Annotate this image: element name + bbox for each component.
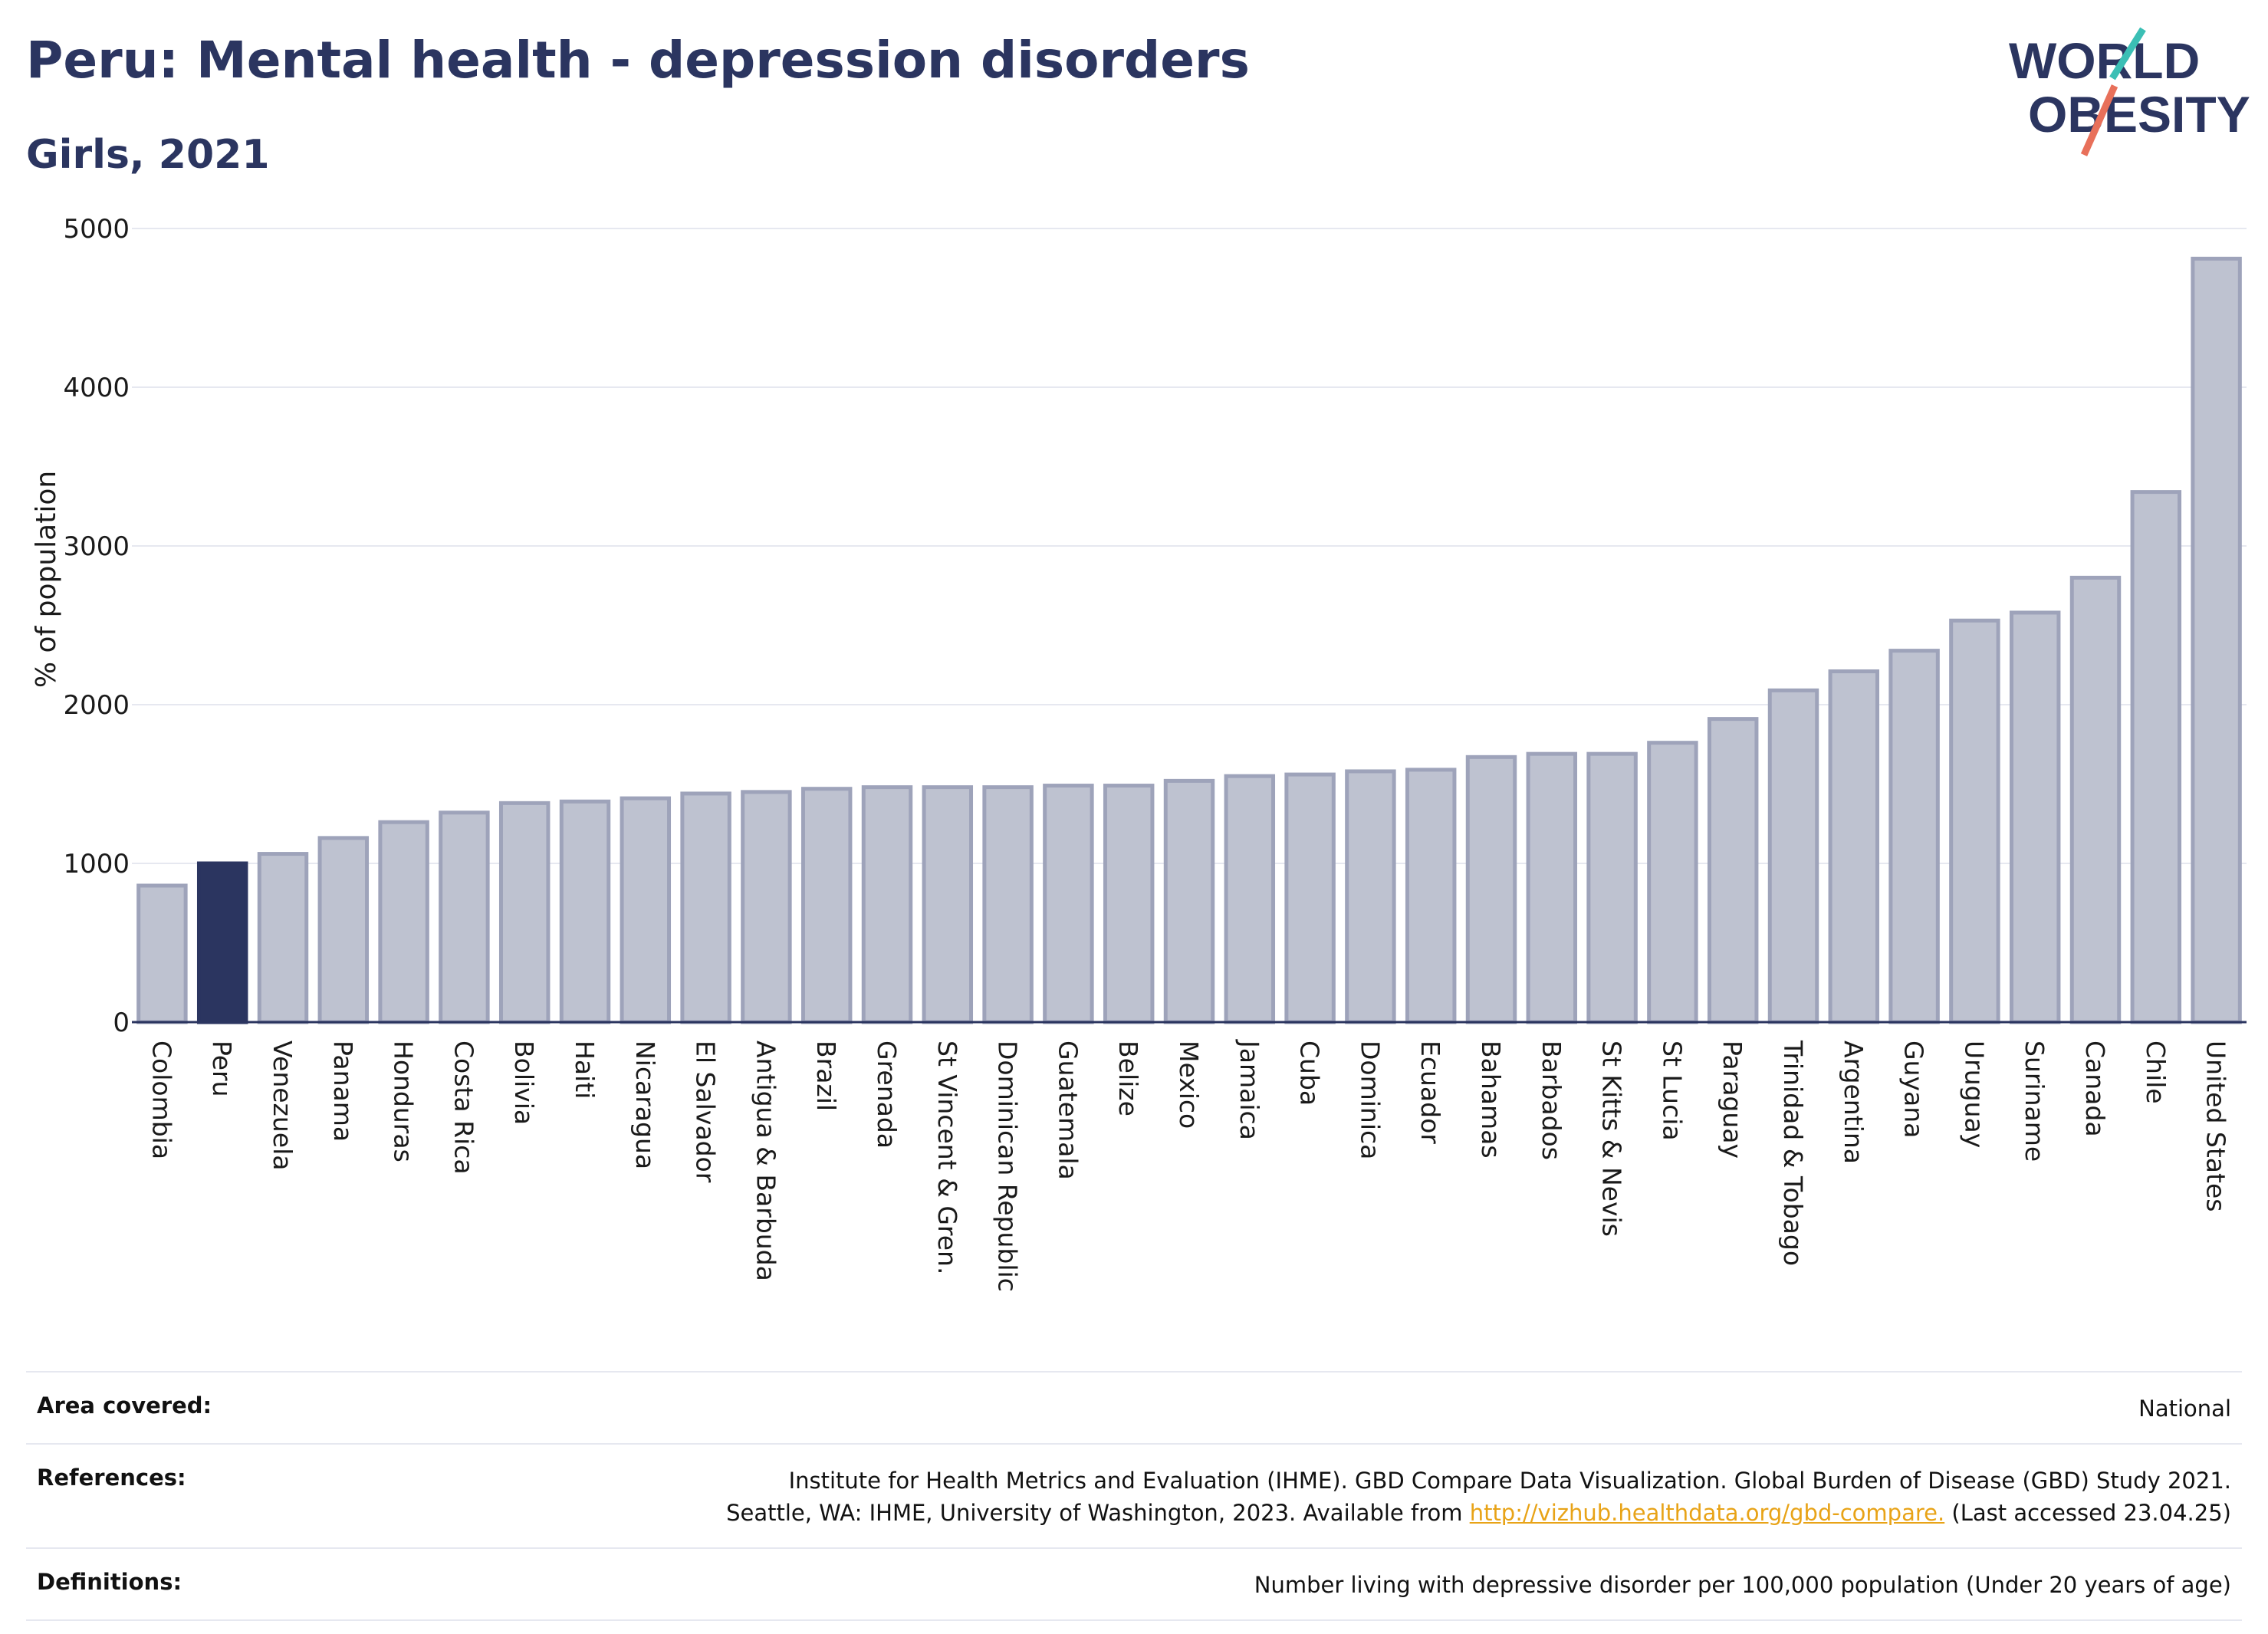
logo-slash-teal: [2109, 27, 2146, 81]
bar-canada: [2069, 575, 2122, 1024]
x-tick-label: United States: [2201, 1041, 2231, 1212]
x-tick-label: Bolivia: [509, 1041, 539, 1125]
bar-costa-rica: [439, 810, 490, 1024]
bar-chart: 0 1000 2000 3000 4000 5000 % of population Colo…: [31, 214, 2247, 1292]
bar-honduras: [378, 820, 429, 1024]
x-tick-label: St Lucia: [1657, 1041, 1687, 1141]
x-tick-label: Chile: [2141, 1041, 2171, 1104]
references-label: References:: [37, 1465, 186, 1491]
x-tick-label: Trinidad & Tobago: [1778, 1040, 1808, 1266]
bar-mexico: [1163, 778, 1215, 1024]
x-tick-label: Brazil: [811, 1041, 841, 1111]
x-tick-label: Suriname: [2020, 1041, 2049, 1162]
x-tick-label: Argentina: [1839, 1041, 1869, 1164]
y-tick-label: 4000: [63, 373, 130, 403]
bar-colombia: [136, 883, 188, 1024]
x-tick-label: Uruguay: [1959, 1041, 1989, 1148]
bar-uruguay: [1949, 618, 2000, 1024]
definitions-value: Number living with depressive disorder p…: [1254, 1572, 2231, 1599]
x-tick-label: St Kitts & Nevis: [1597, 1041, 1627, 1237]
x-tick-label: Ecuador: [1415, 1041, 1445, 1144]
bar-guatemala: [1043, 784, 1094, 1024]
bar-suriname: [2009, 610, 2061, 1024]
bar-peru: [196, 861, 248, 1024]
bar-cuba: [1284, 772, 1336, 1024]
definitions-label: Definitions:: [37, 1569, 182, 1596]
chart-title: Peru: Mental health - depression disorde…: [26, 31, 1250, 90]
x-tick-label: Guyana: [1899, 1041, 1929, 1138]
area-label: Area covered:: [37, 1392, 212, 1419]
x-tick-label: Guatemala: [1053, 1041, 1083, 1180]
x-tick-label: Bahamas: [1476, 1041, 1506, 1159]
references-value: Institute for Health Metrics and Evaluat…: [726, 1465, 2231, 1529]
bar-trinidad-tobago: [1767, 688, 1819, 1024]
bar-antigua-barbuda: [741, 790, 792, 1024]
x-tick-label: Colombia: [146, 1041, 176, 1159]
bar-nicaragua: [620, 796, 672, 1024]
x-tick-label: Peru: [207, 1041, 237, 1097]
y-tick-label: 3000: [63, 531, 130, 562]
bar-venezuela: [257, 852, 309, 1024]
references-line-2-start: Seattle, WA: IHME, University of Washing…: [726, 1500, 1470, 1527]
bar-dominican-republic: [982, 785, 1034, 1024]
x-tick-label: Panama: [328, 1041, 358, 1142]
logo-slash-coral: [2080, 84, 2118, 156]
x-tick-label: Mexico: [1174, 1041, 1204, 1129]
footer-references-row: References: Institute for Health Metrics…: [26, 1443, 2242, 1547]
references-line-2-end: (Last accessed 23.04.25): [1944, 1500, 2231, 1527]
footer-area-row: Area covered: National: [26, 1371, 2242, 1443]
bar-brazil: [800, 787, 853, 1024]
logo-line-1: WORLD: [2009, 32, 2200, 89]
x-tick-label: Jamaica: [1234, 1039, 1264, 1140]
area-value: National: [2138, 1396, 2231, 1422]
x-tick-label: Haiti: [570, 1041, 600, 1099]
bar-bahamas: [1465, 755, 1517, 1024]
x-tick-label: St Vincent & Gren.: [932, 1041, 962, 1274]
bar-el-salvador: [680, 791, 731, 1024]
bar-grenada: [861, 785, 913, 1024]
bar-st-vincent-gren-: [922, 785, 974, 1024]
y-tick-label: 0: [113, 1008, 130, 1038]
y-tick-label: 5000: [63, 214, 130, 245]
x-tick-label: Barbados: [1537, 1041, 1566, 1160]
references-line-1: Institute for Health Metrics and Evaluat…: [788, 1468, 2231, 1494]
footer-definitions-row: Definitions: Number living with depressi…: [26, 1547, 2242, 1622]
x-tick-label: Canada: [2080, 1041, 2110, 1137]
x-tick-label: Nicaragua: [630, 1041, 660, 1169]
bar-dominica: [1345, 769, 1396, 1024]
bar-haiti: [559, 799, 611, 1024]
x-tick-label: Grenada: [872, 1041, 902, 1149]
bar-bolivia: [498, 801, 551, 1024]
references-link[interactable]: http://vizhub.healthdata.org/gbd-compare…: [1469, 1500, 1945, 1527]
bar-st-lucia: [1647, 741, 1698, 1024]
x-tick-label: Paraguay: [1717, 1041, 1747, 1159]
x-tick-label: Honduras: [389, 1041, 419, 1162]
x-tick-label: El Salvador: [691, 1041, 721, 1183]
y-tick-label: 2000: [63, 690, 130, 721]
x-tick-label: Venezuela: [268, 1041, 297, 1170]
x-tick-label: Antigua & Barbuda: [751, 1041, 781, 1281]
bar-panama: [317, 836, 370, 1024]
y-tick-label: 1000: [63, 849, 130, 879]
world-obesity-logo: WORLD OBESITY: [2009, 27, 2250, 156]
bar-guyana: [1888, 649, 1940, 1024]
bar-st-kitts-nevis: [1586, 751, 1638, 1024]
bar-barbados: [1526, 751, 1578, 1024]
bar-united-states: [2191, 256, 2242, 1024]
x-tick-label: Costa Rica: [449, 1041, 478, 1175]
logo-line-2: OBESITY: [2028, 86, 2250, 143]
x-tick-label: Belize: [1113, 1041, 1143, 1116]
x-tick-label: Cuba: [1295, 1041, 1325, 1106]
bar-chile: [2130, 490, 2182, 1024]
chart-subtitle: Girls, 2021: [26, 132, 270, 178]
bar-paraguay: [1707, 717, 1759, 1024]
x-tick-label: Dominican Republic: [993, 1041, 1023, 1292]
x-tick-label: Dominica: [1355, 1041, 1385, 1159]
bar-belize: [1103, 784, 1155, 1024]
chart-footer: Area covered: National References: Insti…: [26, 1371, 2242, 1622]
bar-jamaica: [1224, 774, 1276, 1024]
bar-ecuador: [1405, 768, 1457, 1024]
bar-argentina: [1828, 669, 1880, 1024]
y-axis-label: % of population: [31, 471, 62, 688]
